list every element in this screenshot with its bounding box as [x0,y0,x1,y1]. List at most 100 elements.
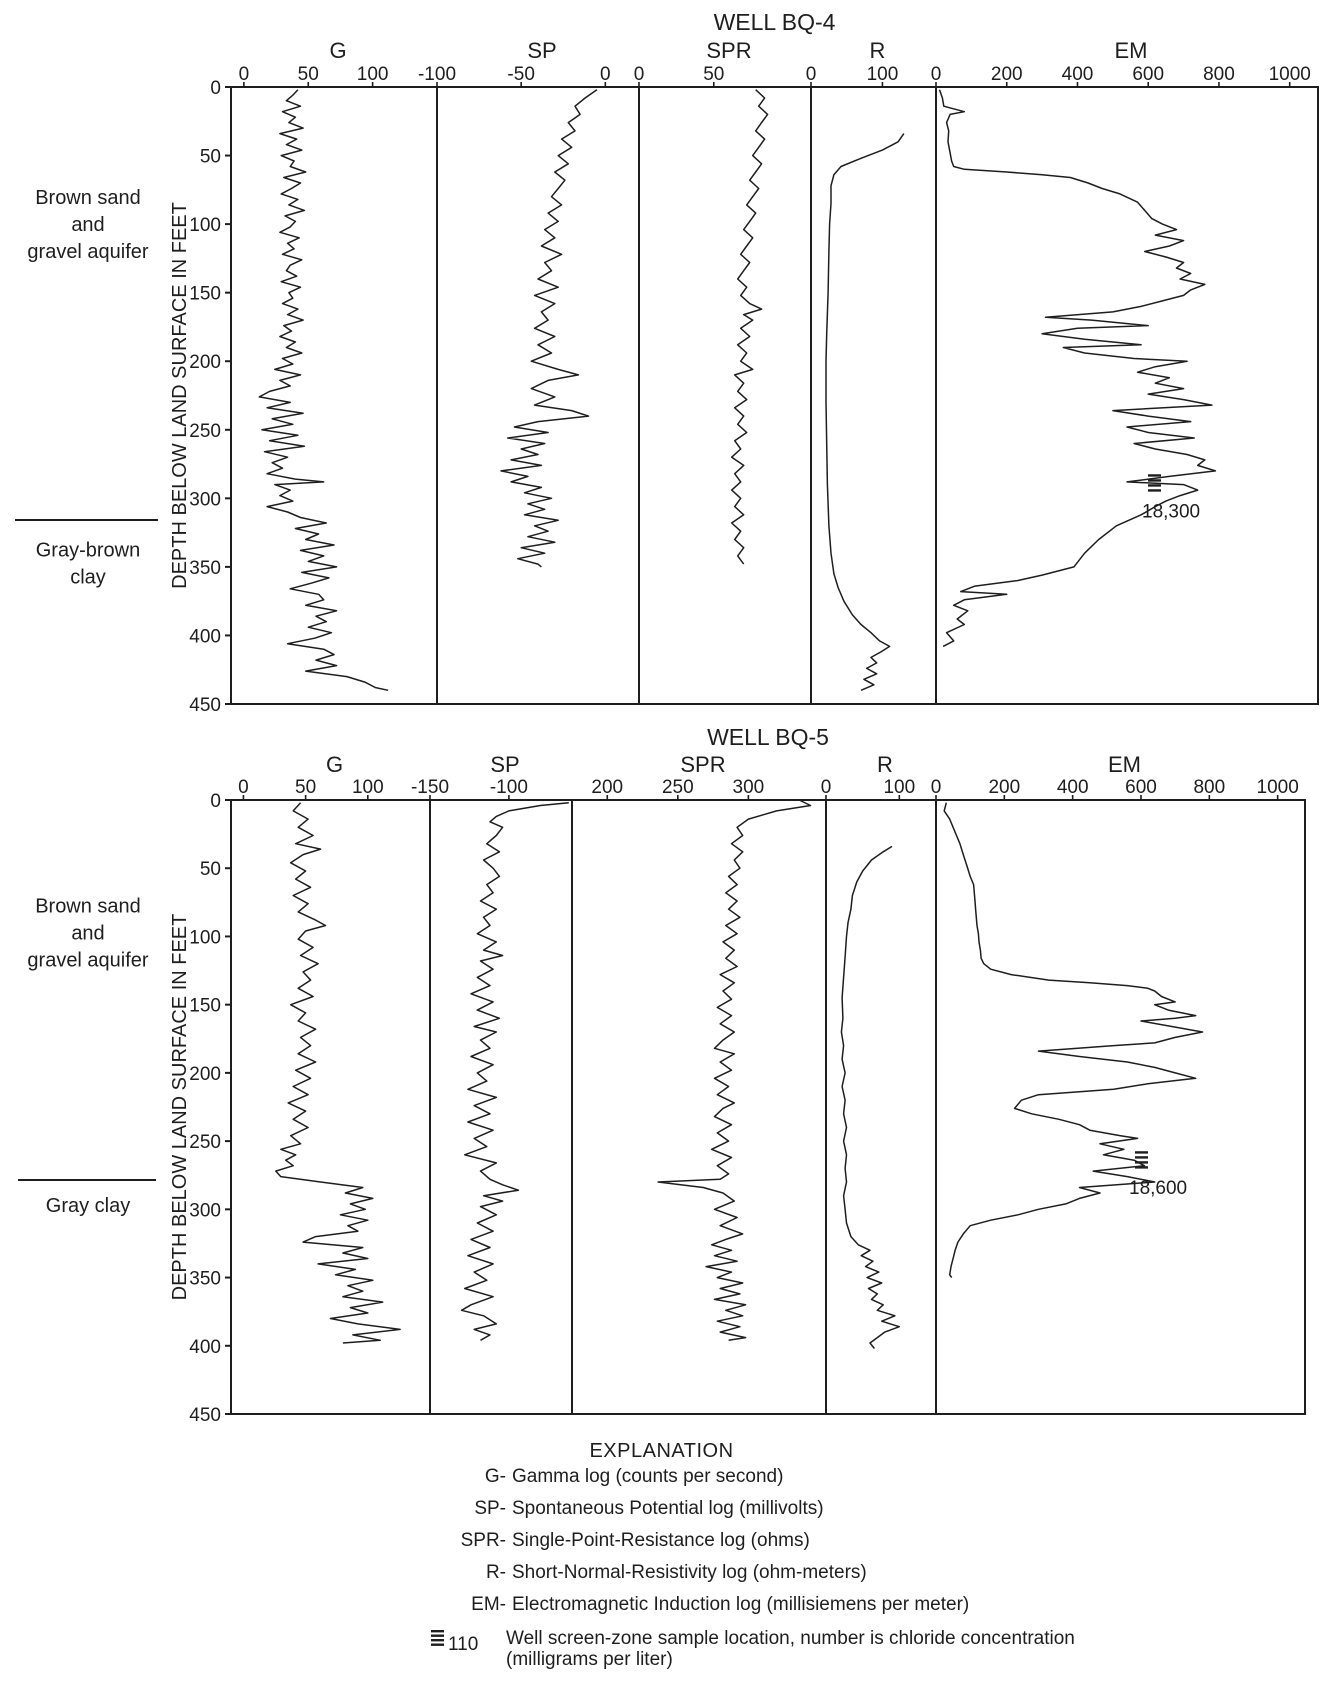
chloride-label: 18,300 [1142,501,1200,522]
log-curve-em [938,89,1217,648]
log-curve-spr [730,89,769,565]
lithology-label: Brown sand [35,895,141,917]
track-title: EM [1115,38,1148,63]
x-tick-label: 200 [991,64,1023,85]
legend-desc: Gamma log (counts per second) [512,1466,784,1487]
depth-tick-label: 0 [210,791,221,812]
log-curve-r [825,133,905,691]
lithology-label: Brown sand [35,187,141,209]
screen-zone-bar [1148,479,1161,482]
panel-title: WELL BQ-5 [707,724,829,750]
chloride-label: 18,600 [1129,1178,1187,1199]
x-tick-label: 250 [662,777,694,798]
legend-item-em: EM- Electromagnetic Induction log (millis… [430,1594,969,1620]
depth-tick-label: 350 [189,1269,221,1290]
depth-tick-label: 250 [189,421,221,442]
log-curve-sp [460,801,569,1341]
track-em: EM 0 200 400 600 800 1000 18,300 [931,38,1311,704]
explanation-title: EXPLANATION [589,1440,734,1462]
legend-sample-desc: Well screen-zone sample location, number… [506,1628,1075,1670]
x-tick-label: 100 [883,777,915,798]
log-curve-r [840,845,901,1349]
lithology-label: Gray clay [46,1195,130,1217]
x-tick-label: 100 [357,64,389,85]
lithology-label: Gray-brown [36,539,140,561]
plot-frame [230,799,1306,1415]
x-tick-label: -100 [490,777,528,798]
depth-tick-label: 250 [189,1132,221,1153]
sample-location-annotation: 18,600 [1129,1151,1187,1199]
depth-tick-label: 450 [189,1405,221,1426]
log-curve-sp [500,89,598,568]
depth-tick-label: 200 [189,1064,221,1085]
x-tick-label: 50 [298,64,319,85]
track-title: SP [490,752,519,777]
x-tick-label: 100 [352,777,384,798]
legend-desc: Electromagnetic Induction log (millisiem… [512,1594,970,1615]
depth-tick-label: 100 [189,215,221,236]
legend-sample-label: 110 [448,1634,479,1655]
depth-axis-label: DEPTH BELOW LAND SURFACE IN FEET [169,202,191,589]
depth-tick-label: 400 [189,626,221,647]
track-sp: SP -100 -50 0 [418,38,611,704]
depth-tick-label: 100 [189,927,221,948]
legend-sample-desc-line2: (milligrams per liter) [506,1649,673,1670]
x-tick-label: 1000 [1257,777,1299,798]
screen-zone-bar [1135,1166,1148,1169]
log-curve-g [258,89,389,692]
legend-item-sp: SP- Spontaneous Potential log (millivolts… [430,1498,824,1524]
legend-desc: Short-Normal-Resistivity log (ohm-meters… [512,1562,867,1583]
depth-tick-label: 450 [189,695,221,716]
track-em: EM 0 200 400 600 800 1000 18,600 [931,752,1299,1414]
lithology-label: gravel aquifer [27,949,149,971]
track-sp: SP -150 -100 [411,752,569,1414]
depth-tick-label: 300 [189,1200,221,1221]
legend-item-r: R- Short-Normal-Resistivity log (ohm-mete… [430,1562,867,1588]
track-title: SPR [680,752,725,777]
screen-zone-bar [1148,489,1161,492]
track-title: R [870,38,886,63]
log-curve-spr [657,799,812,1342]
screen-zone-bar [1135,1151,1148,1154]
screen-zone-sample-icon [430,1628,448,1656]
panel-title: WELL BQ-4 [714,9,836,35]
x-tick-label: 300 [733,777,765,798]
screen-zone-bar [1135,1161,1148,1164]
legend-abbr: EM- [471,1594,506,1615]
x-tick-label: 400 [1062,64,1094,85]
track-title: SP [527,38,556,63]
depth-tick-label: 350 [189,558,221,579]
legend-desc: Spontaneous Potential log (millivolts) [512,1498,824,1519]
x-tick-label: 200 [591,777,623,798]
lithology-label: and [71,214,104,236]
depth-axis-label: DEPTH BELOW LAND SURFACE IN FEET [169,914,191,1301]
x-tick-label: 0 [931,777,942,798]
track-title: R [877,752,893,777]
track-g: G 0 50 100 [239,38,389,692]
legend-desc: Single-Point-Resistance log (ohms) [512,1530,810,1551]
x-tick-label: 200 [988,777,1020,798]
x-tick-label: 0 [931,64,942,85]
depth-tick-label: 0 [210,78,221,99]
legend-item-spr: SPR- Single-Point-Resistance log (ohms) [430,1530,810,1556]
x-tick-label: 1000 [1269,64,1311,85]
depth-tick-label: 50 [200,859,221,880]
track-spr: SPR 200 250 300 [571,752,812,1414]
x-tick-label: -150 [411,777,449,798]
x-tick-label: 600 [1125,777,1157,798]
depth-tick-label: 150 [189,996,221,1017]
legend-abbr: SP- [474,1498,506,1519]
lithology-label: gravel aquifer [27,241,149,263]
x-tick-label: 0 [821,777,832,798]
x-tick-label: 0 [634,64,645,85]
track-r: R 0 100 [821,752,915,1414]
log-curve-g [275,802,401,1344]
plot-frame [230,86,1319,705]
x-tick-label: 400 [1057,777,1089,798]
depth-tick-label: 300 [189,489,221,510]
x-tick-label: -100 [418,64,456,85]
x-tick-label: 800 [1193,777,1225,798]
well-log-chart: WELL BQ-4 0 50 100 150 200 250 300 350 400 450 DEPT… [15,9,1319,1426]
x-tick-label: 0 [239,64,250,85]
